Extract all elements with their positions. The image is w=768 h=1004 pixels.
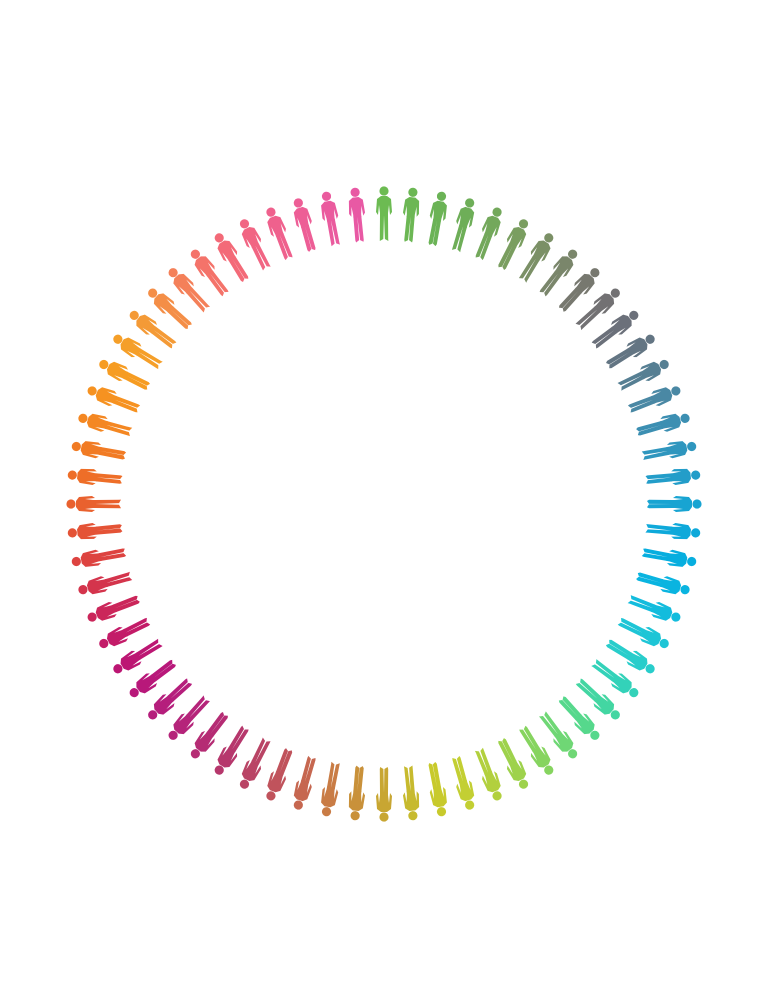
person-silhouette-icon xyxy=(498,738,529,789)
person-silhouette-icon xyxy=(428,761,447,817)
person-silhouette-icon xyxy=(129,310,177,349)
person-silhouette-icon xyxy=(617,359,669,391)
person-silhouette-icon xyxy=(575,288,620,331)
person-silhouette-icon xyxy=(645,468,701,486)
person-silhouette-icon xyxy=(575,678,620,720)
person-silhouette-icon xyxy=(190,711,228,759)
person-silhouette-icon xyxy=(647,496,702,512)
person-silhouette-icon xyxy=(113,334,163,370)
person-silhouette-icon xyxy=(538,711,578,759)
person-silhouette-icon xyxy=(113,638,163,674)
person-silhouette-icon xyxy=(627,386,681,413)
person-silhouette-icon xyxy=(168,268,211,313)
person-silhouette-icon xyxy=(605,639,655,674)
person-silhouette-icon xyxy=(67,522,123,540)
person-silhouette-icon xyxy=(148,288,192,330)
person-silhouette-icon xyxy=(606,334,655,369)
person-silhouette-icon xyxy=(266,748,293,801)
person-silhouette-icon xyxy=(402,765,420,821)
person-silhouette-icon xyxy=(636,572,690,595)
person-silhouette-icon xyxy=(518,233,554,283)
person-silhouette-icon xyxy=(402,187,420,243)
person-silhouette-icon xyxy=(168,695,210,740)
person-silhouette-icon xyxy=(99,359,151,390)
person-silhouette-icon xyxy=(67,468,123,486)
person-silhouette-icon xyxy=(87,595,140,622)
person-silhouette-icon xyxy=(78,571,133,595)
person-silhouette-icon xyxy=(451,198,475,253)
person-silhouette-icon xyxy=(428,191,447,247)
person-silhouette-icon xyxy=(591,659,639,698)
person-silhouette-icon xyxy=(519,725,554,775)
person-silhouette-icon xyxy=(627,595,681,622)
person-silhouette-icon xyxy=(498,219,529,271)
person-silhouette-icon xyxy=(591,310,639,349)
person-silhouette-icon xyxy=(641,441,697,461)
person-silhouette-icon xyxy=(87,386,141,413)
person-silhouette-icon xyxy=(348,765,366,821)
person-silhouette-icon xyxy=(148,678,193,720)
person-silhouette-icon xyxy=(78,413,133,437)
person-silhouette-icon xyxy=(129,659,176,698)
person-silhouette-icon xyxy=(636,413,690,436)
ring-group xyxy=(66,186,702,822)
person-silhouette-icon xyxy=(539,249,578,297)
person-silhouette-icon xyxy=(475,207,502,261)
person-silhouette-icon xyxy=(71,441,127,460)
person-silhouette-icon xyxy=(641,548,697,567)
person-silhouette-icon xyxy=(474,747,502,801)
person-silhouette-icon xyxy=(348,187,366,243)
person-silhouette-icon xyxy=(214,233,249,282)
person-silhouette-icon xyxy=(645,522,701,540)
person-silhouette-icon xyxy=(321,191,341,247)
person-silhouette-icon xyxy=(558,268,600,312)
person-silhouette-icon xyxy=(239,219,271,271)
person-silhouette-icon xyxy=(66,496,121,512)
person-silhouette-icon xyxy=(617,618,669,649)
person-silhouette-icon xyxy=(99,617,151,649)
person-silhouette-icon xyxy=(239,737,271,789)
person-silhouette-icon xyxy=(266,207,293,261)
person-silhouette-icon xyxy=(321,761,340,817)
person-silhouette-icon xyxy=(452,755,475,810)
person-silhouette-icon xyxy=(214,725,249,775)
person-silhouette-icon xyxy=(376,186,392,241)
person-silhouette-icon xyxy=(376,767,392,822)
person-silhouette-icon xyxy=(71,548,127,567)
person-silhouette-icon xyxy=(190,249,229,297)
person-silhouette-icon xyxy=(293,198,316,252)
person-silhouette-icon xyxy=(293,755,316,810)
person-silhouette-icon xyxy=(558,696,600,740)
